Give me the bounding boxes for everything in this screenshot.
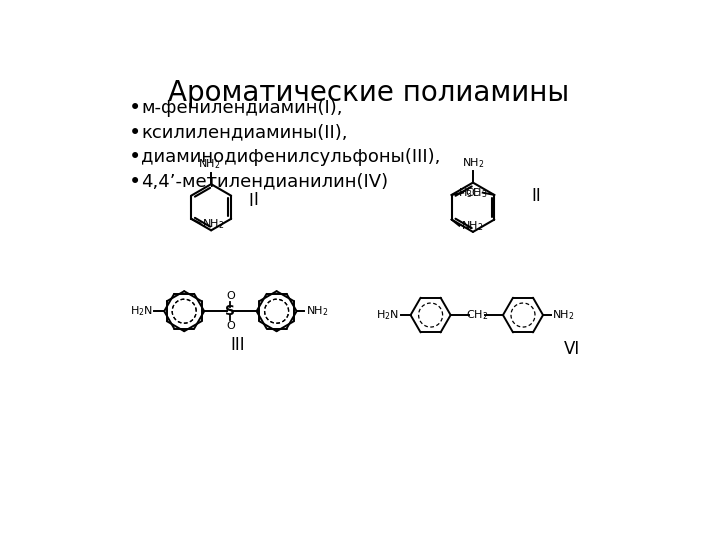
Text: •: •: [129, 123, 141, 143]
Text: VI: VI: [564, 340, 580, 358]
Text: •: •: [129, 147, 141, 167]
Text: 4,4’-метилендианилин(IV): 4,4’-метилендианилин(IV): [141, 173, 388, 191]
Text: II: II: [531, 187, 541, 205]
Text: Ароматические полиамины: Ароматические полиамины: [168, 79, 570, 107]
Text: NH$_2$: NH$_2$: [552, 308, 575, 322]
Text: H$_2$N: H$_2$N: [376, 308, 399, 322]
Text: NH$_2$: NH$_2$: [198, 157, 221, 171]
Text: NH$_2$: NH$_2$: [461, 220, 483, 233]
Text: O: O: [226, 291, 235, 301]
Text: •: •: [129, 172, 141, 192]
Text: O: O: [226, 321, 235, 331]
Text: CH$_2$: CH$_2$: [466, 308, 488, 322]
Text: NH$_2$: NH$_2$: [306, 305, 328, 318]
Text: м-фенилендиамин(I),: м-фенилендиамин(I),: [141, 99, 343, 117]
Text: •: •: [129, 98, 141, 118]
Text: ксилилендиамины(II),: ксилилендиамины(II),: [141, 124, 348, 141]
Text: NH$_2$: NH$_2$: [462, 156, 485, 170]
Text: H$_3$C: H$_3$C: [459, 186, 481, 199]
Text: III: III: [231, 336, 246, 354]
Text: диаминодифенилсульфоны(III),: диаминодифенилсульфоны(III),: [141, 148, 441, 166]
Text: S: S: [225, 304, 235, 318]
Text: NH$_2$: NH$_2$: [202, 217, 225, 231]
Text: I: I: [248, 192, 253, 210]
Text: CH$_3$: CH$_3$: [464, 186, 487, 199]
Text: H$_2$N: H$_2$N: [130, 305, 153, 318]
Text: I: I: [253, 191, 258, 208]
